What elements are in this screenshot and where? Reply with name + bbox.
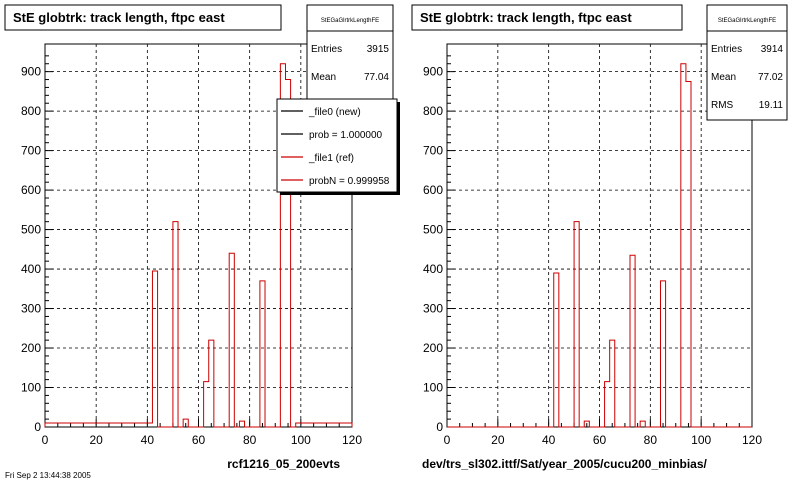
- y-tick-label: 700: [21, 144, 41, 158]
- x-tick-label: 60: [192, 433, 206, 447]
- y-tick-label: 600: [21, 183, 41, 197]
- legend-box: [276, 98, 398, 193]
- x-tick-label: 100: [291, 433, 311, 447]
- stats-box: [306, 4, 394, 114]
- histogram-panel-1: 0 20 40 60 80 100 120 0 100 200 300 400 500 600 700 800…: [4, 4, 400, 471]
- histogram-series: [44, 63, 353, 428]
- legend-label: prob = 1.000000: [309, 130, 383, 141]
- title-box: [4, 4, 282, 31]
- stats-value: 19.11: [759, 100, 784, 111]
- stats-label: Entries: [711, 44, 742, 55]
- x-tick-label: 20: [491, 433, 505, 447]
- y-tick-label: 500: [21, 223, 41, 237]
- x-tick-label: 120: [342, 433, 362, 447]
- y-tick-label: 800: [21, 104, 41, 118]
- y-tick-label: 200: [21, 341, 41, 355]
- title-box: [411, 4, 683, 31]
- y-tick-label: 0: [34, 420, 41, 434]
- stats-value: 3914: [761, 44, 784, 55]
- stats-name: StEGaGlrtrkLengthFE: [718, 18, 776, 24]
- legend-label: _file1 (ref): [308, 153, 354, 164]
- y-tick-label: 200: [423, 341, 443, 355]
- stats-value: 3915: [367, 44, 390, 55]
- y-tick-label: 900: [21, 65, 41, 79]
- chart-title: StE globtrk: track length, ftpc east: [420, 10, 632, 25]
- x-tick-label: 60: [593, 433, 607, 447]
- stats-value: 77.04: [364, 72, 389, 83]
- y-tick-label: 800: [423, 104, 443, 118]
- y-tick-label: 700: [423, 144, 443, 158]
- x-axis-label: dev/trs_sl302.ittf/Sat/year_2005/cucu200…: [422, 457, 707, 471]
- chart-title: StE globtrk: track length, ftpc east: [13, 10, 225, 25]
- histogram-panel-2: 0 20 40 60 80 100 120 0 100 200 300 400 500 600 700 800…: [411, 4, 788, 471]
- x-tick-label: 40: [141, 433, 155, 447]
- x-tick-label: 0: [444, 433, 451, 447]
- x-axis-label: rcf1216_05_200evts: [227, 457, 340, 471]
- stats-label: RMS: [711, 100, 734, 111]
- stats-label: Entries: [311, 44, 342, 55]
- x-tick-label: 120: [742, 433, 762, 447]
- x-tick-label: 80: [243, 433, 257, 447]
- stats-name: StEGaGlrtrkLengthFE: [321, 18, 379, 24]
- histogram-series: [447, 63, 752, 428]
- y-tick-label: 300: [423, 302, 443, 316]
- y-tick-label: 100: [21, 381, 41, 395]
- y-tick-label: 300: [21, 302, 41, 316]
- x-tick-label: 0: [42, 433, 49, 447]
- stats-value: 77.02: [758, 72, 783, 83]
- x-tick-label: 40: [542, 433, 556, 447]
- footer-timestamp: Fri Sep 2 13:44:38 2005: [5, 471, 91, 480]
- stats-label: Mean: [311, 72, 336, 83]
- y-tick-label: 500: [423, 223, 443, 237]
- y-tick-label: 0: [436, 420, 443, 434]
- legend-label: _file0 (new): [308, 107, 361, 118]
- x-tick-label: 100: [691, 433, 711, 447]
- y-tick-label: 400: [423, 262, 443, 276]
- y-tick-label: 600: [423, 183, 443, 197]
- x-tick-label: 80: [644, 433, 658, 447]
- y-tick-label: 900: [423, 65, 443, 79]
- stats-label: Mean: [711, 72, 736, 83]
- y-tick-label: 100: [423, 381, 443, 395]
- x-tick-label: 20: [89, 433, 103, 447]
- stats-box: [706, 4, 788, 121]
- legend-label: probN = 0.999958: [309, 176, 390, 187]
- legend: _file0 (new) prob = 1.000000 _file1 (ref) p…: [276, 98, 400, 195]
- y-tick-label: 400: [21, 262, 41, 276]
